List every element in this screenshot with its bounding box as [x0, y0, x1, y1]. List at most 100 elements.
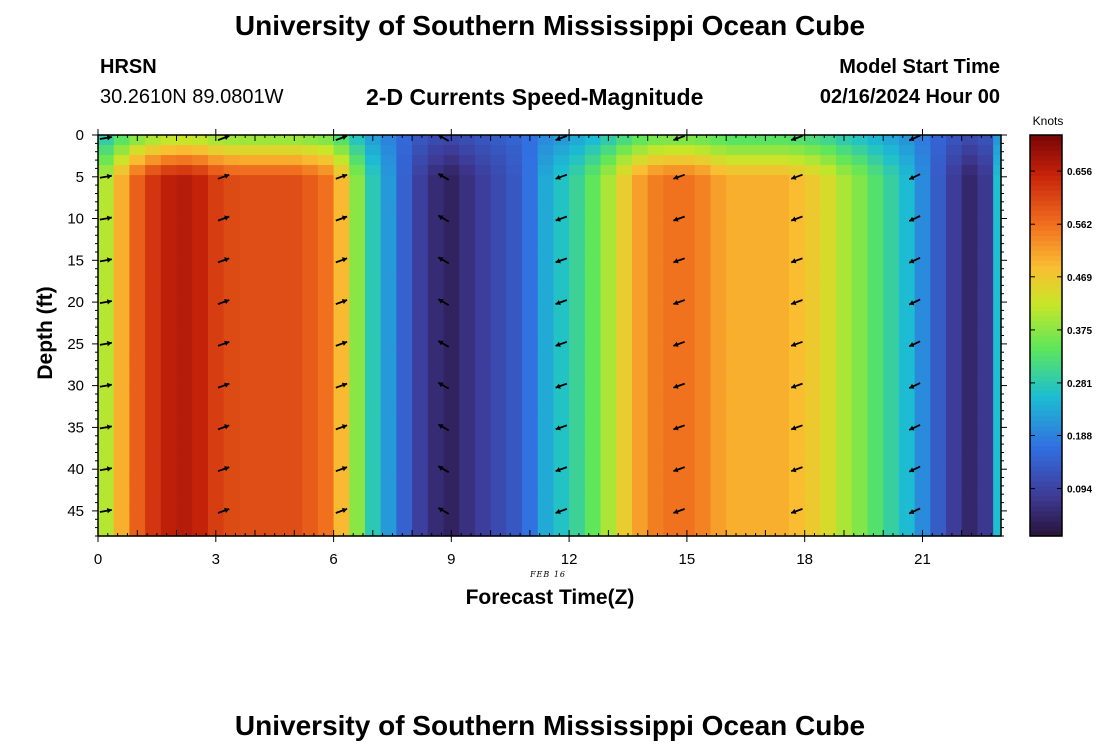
colorbar-segment: [1030, 255, 1062, 261]
heatmap-cell: [192, 335, 209, 347]
heatmap-cell: [255, 215, 272, 226]
heatmap-cell: [474, 425, 492, 437]
heatmap-cell: [679, 405, 696, 417]
heatmap-cell: [977, 505, 994, 517]
heatmap-cell: [569, 335, 586, 347]
heatmap-cell: [569, 225, 586, 236]
heatmap-cell: [663, 265, 680, 276]
heatmap-cell: [396, 415, 413, 427]
heatmap-cell: [631, 155, 649, 166]
heatmap-cell: [286, 145, 303, 156]
heatmap-cell: [647, 435, 664, 447]
heatmap-cell: [898, 465, 916, 477]
heatmap-cell: [537, 505, 555, 517]
heatmap-cell: [145, 445, 162, 457]
heatmap-cell: [459, 215, 476, 226]
colorbar-tick-label: 0.281: [1067, 379, 1092, 390]
heatmap-cell: [804, 265, 821, 276]
direction-arrow: [437, 173, 450, 181]
heatmap-cell: [176, 525, 193, 537]
colorbar-segment: [1030, 155, 1062, 161]
heatmap-cell: [412, 225, 429, 236]
heatmap-cell: [946, 435, 963, 447]
heatmap-cell: [631, 485, 649, 497]
heatmap-cell: [474, 435, 492, 447]
heatmap-cell: [741, 165, 759, 176]
heatmap-cell: [851, 175, 869, 186]
heatmap-cell: [993, 325, 1002, 337]
heatmap-cell: [333, 445, 350, 457]
arrow-head: [438, 257, 444, 262]
x-axis-label: Forecast Time(Z): [465, 586, 635, 609]
heatmap-cell: [647, 355, 664, 367]
heatmap-cell: [239, 335, 256, 347]
heatmap-cell: [522, 205, 539, 216]
heatmap-cell: [396, 285, 413, 296]
heatmap-cell: [396, 445, 413, 457]
heatmap-cell: [459, 405, 476, 417]
heatmap-cell: [459, 385, 476, 397]
heatmap-cell: [223, 395, 240, 407]
heatmap-cell: [223, 285, 240, 296]
heatmap-cell: [741, 515, 759, 527]
heatmap-cell: [427, 135, 445, 146]
heatmap-cell: [129, 515, 146, 527]
heatmap-cell: [820, 245, 837, 256]
heatmap-cell: [757, 455, 774, 467]
heatmap-cell: [443, 195, 460, 206]
heatmap-cell: [145, 345, 162, 357]
heatmap-cell: [459, 135, 476, 146]
heatmap-cell: [788, 495, 806, 507]
heatmap-cell: [160, 245, 178, 256]
page-title: University of Southern Mississippi Ocean…: [234, 10, 866, 41]
heatmap-cell: [333, 305, 350, 317]
heatmap-cell: [302, 205, 319, 216]
heatmap-cell: [647, 365, 664, 377]
heatmap-cell: [537, 325, 555, 337]
heatmap-cell: [867, 515, 884, 527]
colorbar-segment: [1030, 390, 1062, 397]
heatmap-cell: [977, 485, 994, 497]
heatmap-cell: [600, 435, 617, 447]
heatmap-cell: [757, 345, 774, 357]
heatmap-cell: [176, 345, 193, 357]
heatmap-cell: [207, 405, 225, 417]
heatmap-cell: [993, 195, 1002, 206]
heatmap-cell: [490, 335, 507, 347]
heatmap-cell: [474, 145, 492, 156]
heatmap-cell: [412, 465, 429, 477]
heatmap-cell: [663, 205, 680, 216]
direction-arrow: [555, 508, 568, 514]
heatmap-cell: [270, 345, 288, 357]
heatmap-cell: [961, 365, 979, 377]
heatmap-cell: [490, 245, 507, 256]
heatmap-cell: [569, 205, 586, 216]
heatmap-cell: [98, 185, 115, 196]
heatmap-cell: [584, 245, 602, 256]
colorbar-segment: [1030, 250, 1062, 256]
heatmap-cell: [600, 495, 617, 507]
heatmap-cell: [506, 475, 523, 487]
heatmap-cell: [98, 335, 115, 347]
heatmap-cell: [804, 335, 821, 347]
heatmap-cell: [537, 265, 555, 276]
arrow-head: [438, 173, 444, 179]
heatmap-cell: [820, 415, 837, 427]
heatmap-cell: [333, 355, 350, 367]
heatmap-cell: [930, 425, 947, 437]
heatmap-cell: [663, 255, 680, 266]
direction-arrow: [335, 299, 348, 305]
heatmap-cell: [946, 315, 963, 327]
heatmap-cell: [129, 465, 146, 477]
heatmap-cell: [883, 405, 900, 417]
heatmap-cell: [317, 215, 335, 226]
heatmap-cell: [333, 145, 350, 156]
heatmap-cell: [522, 325, 539, 337]
heatmap-cell: [207, 365, 225, 377]
heatmap-cell: [427, 445, 445, 457]
heatmap-cell: [239, 315, 256, 327]
heatmap-cell: [930, 345, 947, 357]
heatmap-cell: [145, 185, 162, 196]
heatmap-cell: [946, 455, 963, 467]
heatmap-cell: [317, 255, 335, 266]
